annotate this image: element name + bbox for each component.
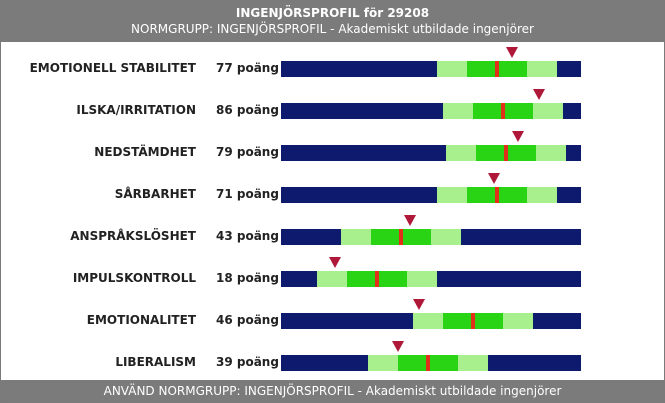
profile-bar [281, 313, 581, 329]
bar-segment-light-left [437, 187, 467, 203]
row-label: ILSKA/IRRITATION [76, 103, 196, 117]
bar-segment-light-left [443, 103, 473, 119]
row-score: 71 poäng [216, 187, 279, 201]
page-title: INGENJÖRSPROFIL för 29208 [235, 6, 430, 20]
norm-line-icon [399, 229, 403, 245]
row-label: ANSPRÅKSLÖSHET [70, 229, 196, 243]
down-triangle-marker-icon [488, 173, 500, 184]
bar-segment-light-left [413, 313, 443, 329]
row-score: 86 poäng [216, 103, 279, 117]
norm-line-icon [504, 145, 508, 161]
bar-segment-green-left [371, 229, 401, 245]
down-triangle-marker-icon [533, 89, 545, 100]
row-score: 18 poäng [216, 271, 279, 285]
down-triangle-marker-icon [506, 47, 518, 58]
bar-segment-green-right [473, 313, 503, 329]
bar-segment-light-left [317, 271, 347, 287]
profile-bar [281, 187, 581, 203]
bar-segment-light-right [536, 145, 566, 161]
profile-bar [281, 103, 581, 119]
down-triangle-marker-icon [512, 131, 524, 142]
bar-segment-light-left [437, 61, 467, 77]
norm-line-icon [495, 187, 499, 203]
bar-segment-green-right [428, 355, 458, 371]
bar-segment-light-left [446, 145, 476, 161]
profile-bar [281, 355, 581, 371]
row-label: SÅRBARHET [114, 187, 196, 201]
bar-segment-light-right [527, 187, 557, 203]
bar-segment-light-right [431, 229, 461, 245]
bar-segment-green-left [398, 355, 428, 371]
bar-segment-green-left [467, 187, 497, 203]
bar-segment-green-right [401, 229, 431, 245]
row-score: 77 poäng [216, 61, 279, 75]
row-label: EMOTIONALITET [86, 313, 196, 327]
profile-row-emotionell-stabilitet: EMOTIONELL STABILITET 77 poäng [1, 47, 664, 87]
down-triangle-marker-icon [329, 257, 341, 268]
row-score: 46 poäng [216, 313, 279, 327]
bar-segment-green-right [506, 145, 536, 161]
profile-row-liberalism: LIBERALISM 39 poäng [1, 341, 664, 381]
bar-segment-green-left [476, 145, 506, 161]
bar-segment-light-left [368, 355, 398, 371]
profile-row-sarbarhet: SÅRBARHET 71 poäng [1, 173, 664, 213]
row-label: IMPULSKONTROLL [72, 271, 196, 285]
row-label: LIBERALISM [115, 355, 196, 369]
profile-bar [281, 145, 581, 161]
bar-segment-green-left [347, 271, 377, 287]
bar-segment-green-right [497, 61, 527, 77]
bar-segment-light-right [458, 355, 488, 371]
footer-norm-group: ANVÄND NORMGRUPP: INGENJÖRSPROFIL - Akad… [1, 380, 664, 402]
bar-segment-green-right [497, 187, 527, 203]
bar-segment-green-left [443, 313, 473, 329]
norm-line-icon [426, 355, 430, 371]
norm-line-icon [471, 313, 475, 329]
bar-segment-green-left [467, 61, 497, 77]
row-score: 79 poäng [216, 145, 279, 159]
norm-group-subtitle: NORMGRUPP: INGENJÖRSPROFIL - Akademiskt … [131, 22, 534, 36]
bar-segment-green-left [473, 103, 503, 119]
profile-bar [281, 61, 581, 77]
norm-line-icon [375, 271, 379, 287]
bar-segment-green-right [377, 271, 407, 287]
bar-segment-light-right [407, 271, 437, 287]
profile-row-ilska-irritation: ILSKA/IRRITATION 86 poäng [1, 89, 664, 129]
profile-row-impulskontroll: IMPULSKONTROLL 18 poäng [1, 257, 664, 297]
row-score: 43 poäng [216, 229, 279, 243]
row-score: 39 poäng [216, 355, 279, 369]
row-label: NEDSTÄMDHET [94, 145, 196, 159]
down-triangle-marker-icon [392, 341, 404, 352]
down-triangle-marker-icon [413, 299, 425, 310]
profile-bar [281, 271, 581, 287]
down-triangle-marker-icon [404, 215, 416, 226]
profile-row-emotionalitet: EMOTIONALITET 46 poäng [1, 299, 664, 339]
norm-line-icon [501, 103, 505, 119]
profile-bar [281, 229, 581, 245]
bar-segment-light-right [527, 61, 557, 77]
profile-row-ansprakslooshet: ANSPRÅKSLÖSHET 43 poäng [1, 215, 664, 255]
norm-line-icon [495, 61, 499, 77]
bar-segment-light-left [341, 229, 371, 245]
bar-segment-light-right [533, 103, 563, 119]
header: INGENJÖRSPROFIL för 29208 NORMGRUPP: ING… [1, 1, 664, 42]
bar-segment-green-right [503, 103, 533, 119]
profile-row-nedstamdhet: NEDSTÄMDHET 79 poäng [1, 131, 664, 171]
row-label: EMOTIONELL STABILITET [29, 61, 196, 75]
bar-segment-light-right [503, 313, 533, 329]
